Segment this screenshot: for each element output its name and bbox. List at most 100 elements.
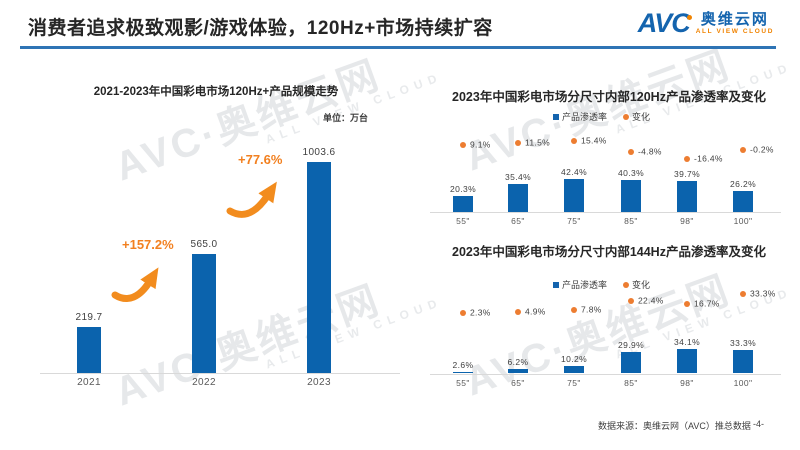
page-title: 消费者追求极致观影/游戏体验，120Hz+市场持续扩容 — [28, 18, 493, 39]
data-source: 数据来源：奥维云网（AVC）推总数据 — [598, 421, 751, 431]
plot-area: 20.3% 55" 9.1% 35.4% 65" 11.5% 42.4% 75" 15.4% 40… — [425, 80, 793, 230]
bar-value-label: 35.4% — [504, 172, 532, 183]
bar-2022 — [192, 254, 216, 373]
chart-title: 2023年中国彩电市场分尺寸内部144Hz产品渗透率及变化 — [452, 245, 766, 259]
bar-value-label: 219.7 — [75, 311, 103, 323]
avc-logo-name-block: 奥维云网 ALL VIEW CLOUD — [696, 11, 774, 36]
bar-value-label: 1003.6 — [302, 146, 336, 158]
bar-85" — [621, 351, 641, 374]
bar-2021 — [77, 326, 101, 373]
x-tick-label: 55" — [456, 216, 470, 226]
bar-value-label: 6.2% — [507, 357, 529, 368]
change-dot — [515, 308, 521, 315]
change-value-label: 33.3% — [750, 288, 776, 299]
bar-value-label: 20.3% — [449, 183, 477, 194]
chart-title: 2023年中国彩电市场分尺寸内部120Hz产品渗透率及变化 — [452, 90, 766, 104]
change-dot — [628, 149, 634, 156]
change-dot — [460, 141, 466, 148]
change-dot — [740, 146, 746, 153]
bar-65" — [508, 369, 528, 374]
growth-arrow-icon — [226, 181, 277, 218]
bar-value-label: 42.4% — [560, 166, 588, 177]
legend-item-penetration: 产品渗透率 — [553, 110, 607, 123]
bar-value-label: 39.7% — [673, 168, 701, 179]
change-value-label: -4.8% — [638, 146, 662, 157]
legend-dot-swatch-icon — [623, 113, 630, 120]
x-tick-label: 100" — [733, 377, 753, 388]
avc-logo-mark: AVC — [637, 8, 692, 39]
bar-value-label: 2.6% — [452, 359, 474, 370]
change-value-label: 11.5% — [525, 137, 550, 148]
avc-logo-tagline: ALL VIEW CLOUD — [695, 28, 774, 36]
bar-2023 — [307, 161, 331, 373]
change-value-label: 4.9% — [525, 306, 546, 317]
bar-98" — [677, 180, 697, 212]
bar-value-label: 34.1% — [673, 336, 701, 347]
bar-100" — [733, 191, 753, 212]
avc-logo-text: AVC — [637, 8, 691, 38]
change-value-label: 9.1% — [470, 139, 491, 150]
legend-label: 产品渗透率 — [562, 112, 608, 122]
change-value-label: 16.7% — [694, 298, 720, 309]
change-value-label: 22.4% — [638, 295, 664, 306]
chart-title: 2021-2023年中国彩电市场120Hz+产品规模走势 — [93, 86, 339, 98]
legend: 产品渗透率 变化 — [553, 278, 650, 291]
change-value-label: -0.2% — [750, 144, 774, 155]
x-tick-label: 65" — [511, 377, 525, 388]
bar-98" — [677, 348, 697, 374]
bar-75" — [564, 366, 584, 374]
change-dot — [515, 140, 521, 147]
chart-120hz-penetration: 2023年中国彩电市场分尺寸内部120Hz产品渗透率及变化 产品渗透率 变化 2… — [425, 80, 793, 230]
avc-logo: AVC 奥维云网 ALL VIEW CLOUD — [638, 8, 774, 39]
change-dot — [571, 137, 577, 144]
bar-65" — [508, 184, 528, 212]
header-divider — [20, 46, 776, 49]
x-axis-line — [430, 212, 781, 213]
change-dot — [460, 310, 466, 317]
growth-label-2022-2023: +77.6% — [238, 152, 283, 167]
unit-label: 单位：万台 — [322, 113, 368, 123]
plot-area: 219.7 2021 565.0 2022 1003.6 2023 — [40, 75, 410, 395]
legend-label: 变化 — [632, 112, 651, 122]
change-dot — [684, 155, 690, 162]
x-tick-label: 98" — [680, 377, 694, 388]
change-value-label: -16.4% — [694, 153, 723, 164]
change-dot — [684, 301, 690, 308]
bar-75" — [564, 178, 584, 212]
change-dot — [628, 297, 634, 304]
x-tick-label: 75" — [567, 377, 581, 388]
legend-item-penetration: 产品渗透率 — [553, 278, 607, 291]
x-axis-line — [430, 373, 781, 375]
growth-label-2021-2022: +157.2% — [122, 237, 174, 252]
x-tick-label: 85" — [624, 377, 638, 388]
legend-label: 产品渗透率 — [562, 280, 608, 290]
bar-value-label: 33.3% — [729, 337, 757, 348]
legend-label: 变化 — [632, 280, 651, 290]
chart-144hz-penetration: 2023年中国彩电市场分尺寸内部144Hz产品渗透率及变化 产品渗透率 变化 2… — [425, 235, 793, 395]
bar-value-label: 40.3% — [617, 168, 645, 179]
x-tick-label: 2021 — [77, 377, 101, 388]
bar-value-label: 29.9% — [617, 339, 645, 350]
legend-bar-swatch-icon — [553, 281, 559, 288]
legend-bar-swatch-icon — [553, 113, 559, 120]
bar-85" — [621, 180, 641, 212]
change-dot — [740, 290, 746, 297]
bar-value-label: 565.0 — [190, 239, 218, 251]
x-tick-label: 75" — [567, 216, 581, 226]
avc-logo-name: 奥维云网 — [700, 11, 769, 29]
page-number: -4- — [753, 419, 764, 429]
change-value-label: 7.8% — [581, 304, 602, 315]
x-tick-label: 100" — [733, 216, 753, 226]
bar-55" — [453, 371, 473, 374]
bar-value-label: 26.2% — [729, 179, 757, 190]
growth-arrow-icon — [111, 267, 159, 302]
x-tick-label: 85" — [624, 216, 638, 226]
bar-value-label: 10.2% — [560, 354, 588, 365]
x-axis-line — [40, 373, 400, 374]
x-tick-label: 98" — [680, 216, 694, 226]
change-value-label: 15.4% — [581, 135, 607, 146]
x-tick-label: 55" — [456, 377, 470, 388]
change-value-label: 2.3% — [470, 307, 491, 318]
x-tick-label: 2023 — [307, 377, 331, 388]
change-dot — [571, 306, 577, 313]
